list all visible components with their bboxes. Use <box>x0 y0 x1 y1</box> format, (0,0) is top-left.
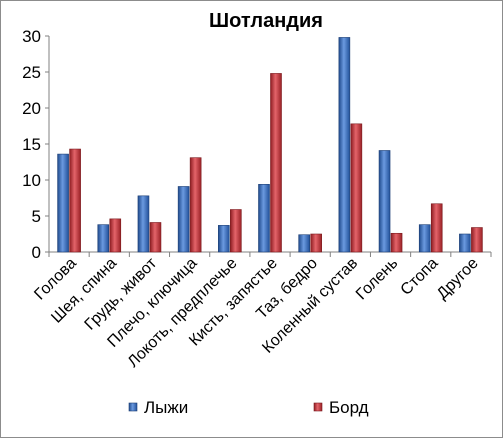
bar-series-2-6 <box>310 233 322 253</box>
y-tick-label: 20 <box>22 99 41 118</box>
y-tick-label: 0 <box>32 243 41 262</box>
y-tick-label: 15 <box>22 135 41 154</box>
bar-series-1-4 <box>218 225 230 253</box>
bar-series-1-2 <box>137 195 150 253</box>
legend-label-2: Борд <box>329 398 369 417</box>
legend-label-1: Лыжи <box>144 398 188 417</box>
bar-series-2-3 <box>189 157 202 253</box>
bar-series-2-1 <box>109 218 122 253</box>
bar-series-2-2 <box>149 222 162 253</box>
legend: Лыжи Борд <box>128 398 369 417</box>
bar-series-1-8 <box>378 150 391 253</box>
bar-series-2-5 <box>270 73 282 253</box>
y-tick-label: 30 <box>22 27 41 46</box>
bar-series-1-10 <box>459 233 471 253</box>
bar-series-1-9 <box>418 224 431 253</box>
y-tick-labels: 0 5 10 15 20 25 30 <box>22 27 41 262</box>
y-tick-label: 10 <box>22 171 41 190</box>
bar-series-1-5 <box>258 184 270 253</box>
axes <box>45 35 492 257</box>
bar-series-1-1 <box>97 224 110 253</box>
bar-series-2-8 <box>390 232 403 253</box>
bar-series-2-0 <box>69 148 81 253</box>
legend-swatch-2 <box>313 402 323 412</box>
bars <box>57 37 483 253</box>
bar-series-2-9 <box>430 203 443 253</box>
bar-series-2-7 <box>350 123 363 253</box>
y-tick-label: 25 <box>22 63 41 82</box>
bar-series-1-6 <box>298 234 310 253</box>
bar-series-1-7 <box>338 37 351 253</box>
legend-swatch-1 <box>128 402 138 412</box>
bar-series-1-0 <box>57 153 69 253</box>
x-tick-label: Другое <box>434 255 482 303</box>
bar-series-2-10 <box>471 227 483 253</box>
y-tick-label: 5 <box>32 207 41 226</box>
chart-title: Шотландия <box>209 10 323 32</box>
bar-series-2-4 <box>230 209 242 253</box>
x-tick-label: Голень <box>353 255 401 303</box>
bar-series-1-3 <box>177 186 190 253</box>
